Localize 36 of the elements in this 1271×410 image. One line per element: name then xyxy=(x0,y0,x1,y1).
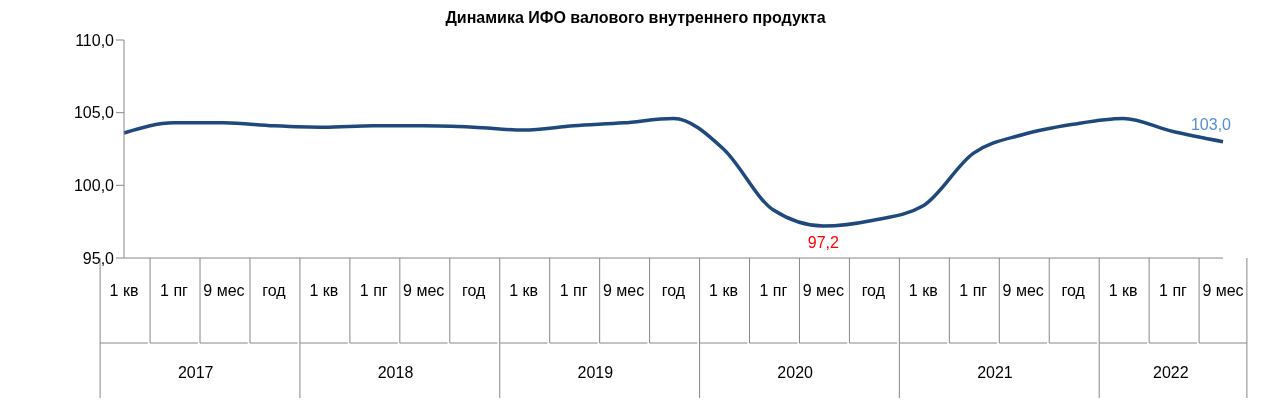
data-label: 97,2 xyxy=(807,234,840,252)
x-tick-label: 9 мес xyxy=(802,282,844,299)
x-tick-label: год xyxy=(262,282,287,299)
x-tick-label: 1 кв xyxy=(509,282,539,299)
x-tick-label: 9 мес xyxy=(203,282,245,299)
x-tick-label: 1 пг xyxy=(160,282,189,299)
text: 2022 xyxy=(1153,364,1189,381)
x-tick-label: 1 кв xyxy=(908,282,938,299)
text: 2020 xyxy=(777,364,814,381)
x-tick-label: 1 кв xyxy=(1108,282,1138,299)
x-tick-label: 1 кв xyxy=(709,282,738,299)
x-tick-label: 1 кв xyxy=(309,282,339,299)
data-label: 103,0 xyxy=(1190,115,1232,133)
x-tick-label: 9 мес xyxy=(602,282,645,299)
x-tick-label: 9 мес xyxy=(1002,282,1044,299)
x-tick-label: 9 мес xyxy=(403,282,445,299)
x-tick-label: 1 кв xyxy=(109,282,139,299)
text: 2019 xyxy=(577,364,614,381)
x-tick-label: 9 мес xyxy=(1202,282,1244,299)
y-tick-label: 110,0 xyxy=(75,31,115,49)
x-tick-label: год xyxy=(1061,282,1086,299)
x-tick-label: 1 пг xyxy=(959,282,988,299)
x-tick-label: год xyxy=(661,282,686,299)
x-tick-label: 1 пг xyxy=(359,282,388,299)
text: 2018 xyxy=(377,364,414,381)
y-tick-label: 105,0 xyxy=(73,104,115,122)
y-tick-label: 100,0 xyxy=(73,177,115,195)
x-tick-label: 1 пг xyxy=(559,282,588,299)
text: 2017 xyxy=(177,364,214,381)
x-tick-label: 1 пг xyxy=(759,282,788,299)
x-tick-label: 1 пг xyxy=(1159,282,1188,299)
x-tick-label: год xyxy=(861,282,886,299)
x-tick-label: год xyxy=(461,282,487,299)
y-tick-label: 95,0 xyxy=(82,249,115,267)
chart-title: Динамика ИФО валового внутреннего продукта xyxy=(444,8,827,28)
text: 2021 xyxy=(977,364,1013,381)
